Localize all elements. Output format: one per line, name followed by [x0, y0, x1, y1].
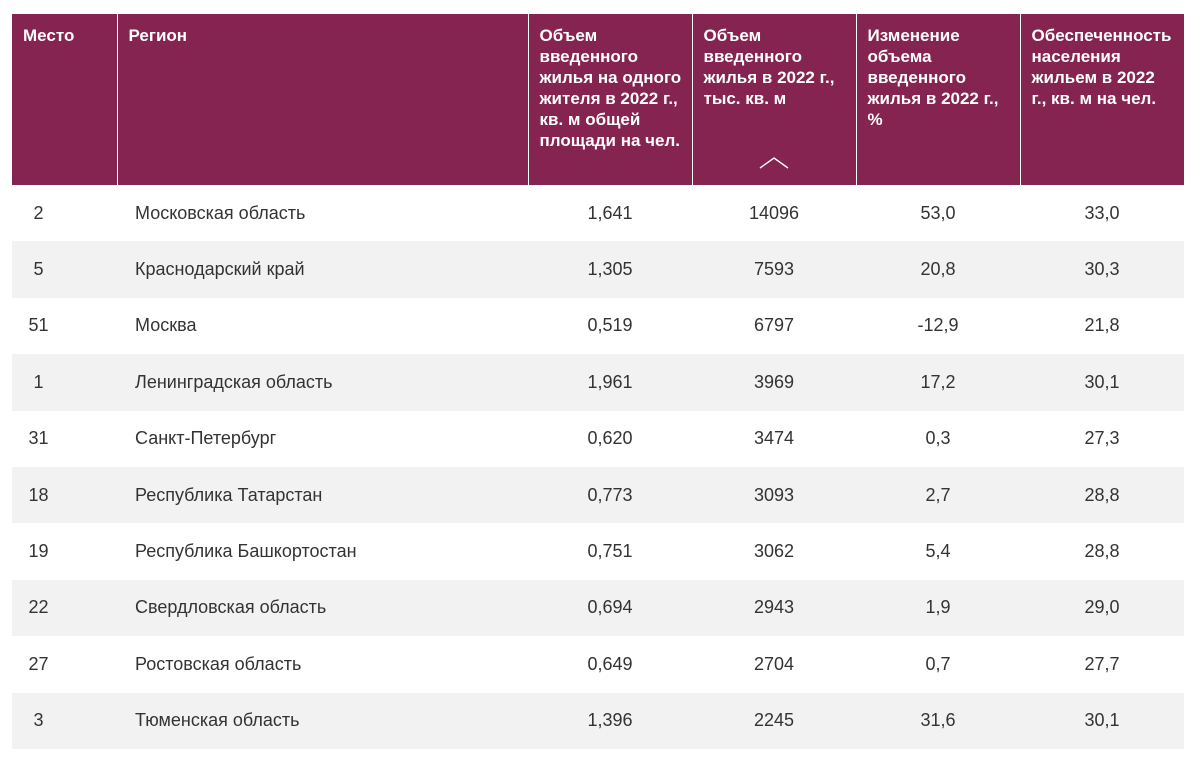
- cell-per-capita: 0,694: [528, 579, 692, 637]
- cell-volume: 6797: [692, 297, 856, 355]
- cell-change: 20,8: [856, 241, 1020, 298]
- cell-region: Краснодарский край: [117, 241, 528, 298]
- regions-housing-table: Место Регион Объем введенного жилья на о…: [12, 14, 1184, 749]
- cell-place: 19: [12, 523, 117, 580]
- cell-volume: 2943: [692, 579, 856, 637]
- cell-volume: 3474: [692, 410, 856, 467]
- cell-provision: 28,8: [1020, 523, 1184, 580]
- column-header-provision[interactable]: Обеспеченность населения жильем в 2022 г…: [1019, 14, 1184, 185]
- cell-volume: 2704: [692, 636, 856, 693]
- cell-volume: 7593: [692, 241, 856, 298]
- cell-per-capita: 1,396: [528, 692, 692, 749]
- cell-change: 31,6: [856, 692, 1020, 749]
- cell-place: 51: [12, 297, 117, 355]
- column-header-change[interactable]: Изменение объема введенного жилья в 2022…: [855, 14, 1020, 185]
- cell-volume: 2245: [692, 692, 856, 749]
- cell-provision: 28,8: [1020, 466, 1184, 524]
- cell-region: Ростовская область: [117, 636, 528, 693]
- table-row: 2 Московская область 1,641 14096 53,0 33,0: [12, 185, 1184, 242]
- cell-provision: 21,8: [1020, 297, 1184, 355]
- cell-change: 0,3: [856, 410, 1020, 467]
- cell-per-capita: 0,620: [528, 410, 692, 467]
- column-header-place[interactable]: Место: [12, 14, 117, 185]
- cell-per-capita: 0,649: [528, 636, 692, 693]
- cell-provision: 30,3: [1020, 241, 1184, 298]
- header-row: Место Регион Объем введенного жилья на о…: [12, 14, 1184, 185]
- cell-place: 27: [12, 636, 117, 693]
- column-header-region[interactable]: Регион: [116, 14, 528, 185]
- cell-provision: 30,1: [1020, 692, 1184, 749]
- table-row: 31 Санкт-Петербург 0,620 3474 0,3 27,3: [12, 410, 1184, 467]
- table-row: 3 Тюменская область 1,396 2245 31,6 30,1: [12, 692, 1184, 749]
- cell-per-capita: 1,641: [528, 185, 692, 242]
- table-row: 22 Свердловская область 0,694 2943 1,9 29,0: [12, 579, 1184, 637]
- chevron-up-icon: [759, 157, 789, 169]
- cell-change: 5,4: [856, 523, 1020, 580]
- table-row: 51 Москва 0,519 6797 -12,9 21,8: [12, 297, 1184, 355]
- cell-provision: 33,0: [1020, 185, 1184, 242]
- cell-place: 2: [12, 185, 117, 242]
- cell-region: Москва: [117, 297, 528, 355]
- cell-change: 1,9: [856, 579, 1020, 637]
- table-body: 2 Московская область 1,641 14096 53,0 33,0 5 Кр…: [12, 185, 1184, 749]
- column-header-label: Обеспеченность населения жильем в 2022 г…: [1031, 26, 1172, 108]
- column-header-label: Объем введенного жилья в 2022 г., тыс. к…: [703, 26, 835, 108]
- cell-provision: 29,0: [1020, 579, 1184, 637]
- table-header: Место Регион Объем введенного жилья на о…: [12, 14, 1184, 185]
- cell-per-capita: 0,751: [528, 523, 692, 580]
- cell-change: 17,2: [856, 354, 1020, 411]
- cell-region: Тюменская область: [117, 692, 528, 749]
- cell-region: Республика Башкортостан: [117, 523, 528, 580]
- cell-volume: 3062: [692, 523, 856, 580]
- cell-change: 2,7: [856, 466, 1020, 524]
- column-header-per-capita[interactable]: Объем введенного жилья на одного жителя …: [527, 14, 692, 185]
- table-row: 5 Краснодарский край 1,305 7593 20,8 30,3: [12, 241, 1184, 298]
- table-row: 19 Республика Башкортостан 0,751 3062 5,4 28,…: [12, 523, 1184, 580]
- cell-per-capita: 1,961: [528, 354, 692, 411]
- column-header-volume[interactable]: Объем введенного жилья в 2022 г., тыс. к…: [691, 14, 856, 185]
- cell-per-capita: 1,305: [528, 241, 692, 298]
- cell-provision: 30,1: [1020, 354, 1184, 411]
- cell-per-capita: 0,519: [528, 297, 692, 355]
- column-header-label: Объем введенного жилья на одного жителя …: [539, 26, 682, 150]
- column-header-label: Место: [23, 26, 75, 45]
- cell-place: 31: [12, 410, 117, 467]
- column-header-label: Регион: [128, 26, 188, 45]
- cell-change: 0,7: [856, 636, 1020, 693]
- cell-place: 18: [12, 466, 117, 524]
- cell-region: Свердловская область: [117, 579, 528, 637]
- cell-place: 3: [12, 692, 117, 749]
- cell-change: -12,9: [856, 297, 1020, 355]
- cell-change: 53,0: [856, 185, 1020, 242]
- table-row: 18 Республика Татарстан 0,773 3093 2,7 28,8: [12, 466, 1184, 524]
- cell-volume: 3093: [692, 466, 856, 524]
- table-row: 27 Ростовская область 0,649 2704 0,7 27,7: [12, 636, 1184, 693]
- cell-per-capita: 0,773: [528, 466, 692, 524]
- cell-region: Московская область: [117, 185, 528, 242]
- cell-region: Республика Татарстан: [117, 466, 528, 524]
- cell-volume: 3969: [692, 354, 856, 411]
- cell-place: 22: [12, 579, 117, 637]
- cell-place: 1: [12, 354, 117, 411]
- cell-region: Ленинградская область: [117, 354, 528, 411]
- cell-region: Санкт-Петербург: [117, 410, 528, 467]
- cell-place: 5: [12, 241, 117, 298]
- table-row: 1 Ленинградская область 1,961 3969 17,2 30,1: [12, 354, 1184, 411]
- cell-provision: 27,3: [1020, 410, 1184, 467]
- column-header-label: Изменение объема введенного жилья в 2022…: [867, 26, 999, 129]
- cell-provision: 27,7: [1020, 636, 1184, 693]
- cell-volume: 14096: [692, 185, 856, 242]
